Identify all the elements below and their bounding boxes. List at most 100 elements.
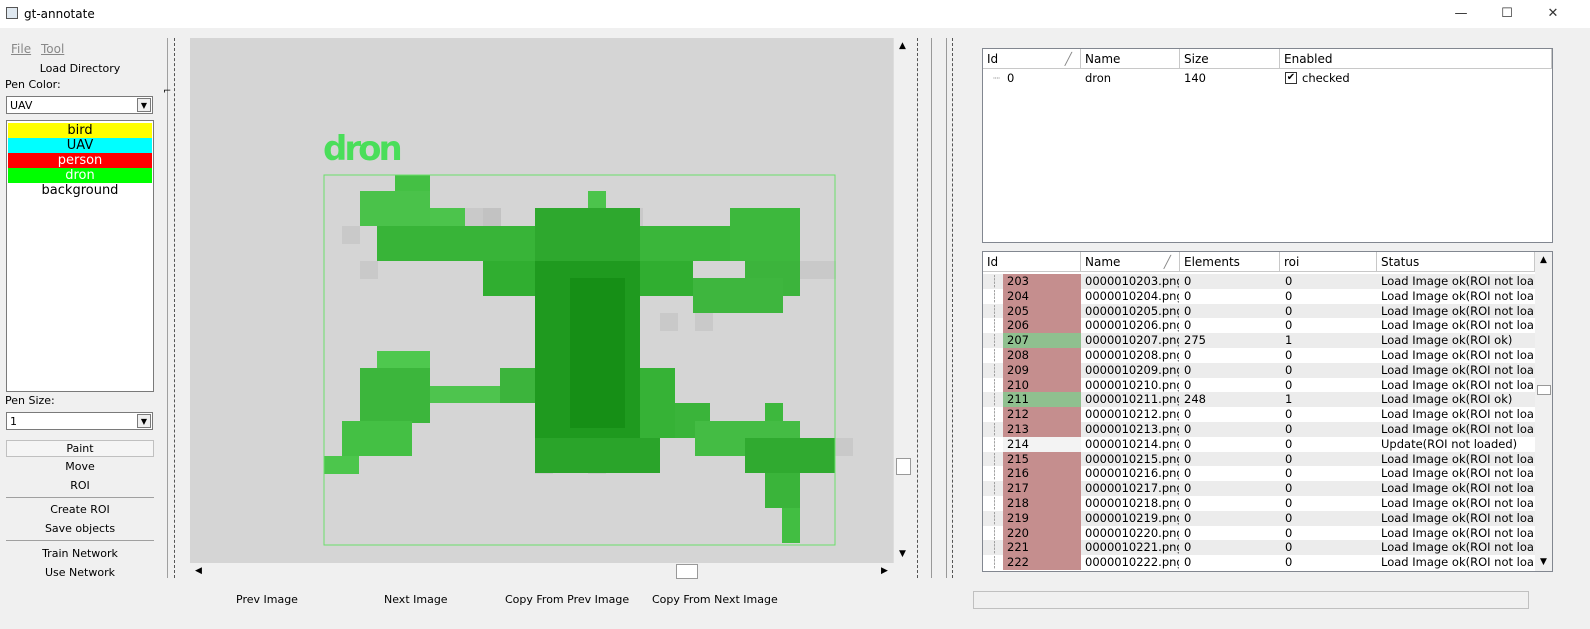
next-image-button[interactable]: Next Image bbox=[384, 593, 448, 606]
file-id: 206 bbox=[1003, 318, 1081, 334]
save-objects-button[interactable]: Save objects bbox=[44, 522, 116, 535]
scroll-right-icon[interactable]: ▶ bbox=[881, 566, 888, 576]
column-header-id[interactable]: Id bbox=[983, 252, 1081, 272]
table-row[interactable]: ┊ 205 0000010205.png 0 0 Load Image ok(ROI no… bbox=[983, 303, 1535, 319]
image-vertical-scrollbar[interactable]: ▲ ▼ bbox=[893, 38, 911, 563]
class-color-list[interactable]: bird UAV person dron background bbox=[6, 120, 154, 392]
table-row[interactable]: ┊ 206 0000010206.png 0 0 Load Image ok(ROI no… bbox=[983, 318, 1535, 334]
copy-from-next-button[interactable]: Copy From Next Image bbox=[652, 593, 778, 606]
objects-table[interactable]: Id ╱ Name Size Enabled ┈ 0 dron 140 ✔ che… bbox=[982, 48, 1553, 243]
chevron-down-icon: ▼ bbox=[137, 414, 151, 428]
table-row[interactable]: ┊ 217 0000010217.png 0 0 Load Image ok(ROI no… bbox=[983, 481, 1535, 497]
splitter[interactable] bbox=[931, 38, 932, 578]
menu-file[interactable]: File bbox=[11, 42, 32, 56]
file-id: 207 bbox=[1003, 333, 1081, 349]
table-row[interactable]: ┊ 222 0000010222.png 0 0 Load Image ok(ROI no… bbox=[983, 555, 1535, 571]
scroll-down-icon[interactable]: ▼ bbox=[899, 549, 906, 559]
class-item-uav[interactable]: UAV bbox=[8, 138, 152, 153]
table-row[interactable]: ┊ 214 0000010214.png 0 0 Update(ROI not loade… bbox=[983, 436, 1535, 452]
table-row[interactable]: ┊ 221 0000010221.png 0 0 Load Image ok(ROI no… bbox=[983, 540, 1535, 556]
column-header-id[interactable]: Id ╱ bbox=[983, 49, 1081, 69]
scroll-left-icon[interactable]: ◀ bbox=[195, 566, 202, 576]
tree-branch-icon: ┊ bbox=[991, 348, 998, 362]
file-name: 0000010215.png bbox=[1085, 451, 1179, 466]
close-button[interactable]: ✕ bbox=[1547, 6, 1559, 21]
table-row[interactable]: ┈ 0 dron 140 ✔ checked bbox=[983, 71, 1535, 86]
minimize-button[interactable]: — bbox=[1454, 6, 1468, 21]
table-row[interactable]: ┊ 210 0000010210.png 0 0 Load Image ok(ROI no… bbox=[983, 377, 1535, 393]
pen-color-select[interactable]: UAV ▼ bbox=[6, 96, 153, 114]
table-row[interactable]: ┊ 207 0000010207.png 275 1 Load Image ok(ROI … bbox=[983, 333, 1535, 349]
table-row[interactable]: ┊ 216 0000010216.png 0 0 Load Image ok(ROI no… bbox=[983, 466, 1535, 482]
table-row[interactable]: ┊ 218 0000010218.png 0 0 Load Image ok(ROI no… bbox=[983, 496, 1535, 511]
scroll-thumb[interactable] bbox=[1537, 385, 1551, 395]
column-header-size[interactable]: Size bbox=[1180, 49, 1280, 69]
roi-tool-button[interactable]: ROI bbox=[70, 479, 90, 492]
column-header-label: Name bbox=[1085, 255, 1121, 269]
table-row[interactable]: ┊ 219 0000010219.png 0 0 Load Image ok(ROI no… bbox=[983, 510, 1535, 526]
table-row[interactable]: ┊ 203 0000010203.png 0 0 Load Image ok(ROI no… bbox=[983, 274, 1535, 289]
files-table-body[interactable]: ┊ 203 0000010203.png 0 0 Load Image ok(ROI no… bbox=[983, 274, 1535, 571]
app-icon bbox=[6, 7, 18, 19]
files-table[interactable]: Id Name ╱ Elements roi Status ┊ 203 0000010… bbox=[982, 251, 1553, 572]
file-name: 0000010222.png bbox=[1085, 555, 1179, 570]
class-item-bird[interactable]: bird bbox=[8, 123, 152, 138]
table-row[interactable]: ┊ 220 0000010220.png 0 0 Load Image ok(ROI no… bbox=[983, 525, 1535, 541]
splitter[interactable] bbox=[946, 38, 947, 578]
class-item-background[interactable]: background bbox=[8, 183, 152, 198]
ruler-handle-icon[interactable]: ⌐ bbox=[163, 86, 172, 97]
paint-tool-button[interactable]: Paint bbox=[6, 440, 154, 457]
column-header-roi[interactable]: roi bbox=[1280, 252, 1377, 272]
menu-tool[interactable]: Tool bbox=[41, 42, 65, 56]
scroll-up-icon[interactable]: ▲ bbox=[1540, 255, 1547, 265]
class-item-person[interactable]: person bbox=[8, 153, 152, 168]
table-row[interactable]: ┊ 204 0000010204.png 0 0 Load Image ok(ROI no… bbox=[983, 288, 1535, 304]
enabled-label: checked bbox=[1302, 71, 1350, 85]
object-name: dron bbox=[1085, 71, 1112, 85]
train-network-button[interactable]: Train Network bbox=[42, 547, 118, 560]
load-directory-button[interactable]: Load Directory bbox=[39, 62, 121, 75]
file-name: 0000010208.png bbox=[1085, 348, 1179, 362]
scroll-thumb[interactable] bbox=[676, 564, 698, 579]
column-header-status[interactable]: Status bbox=[1377, 252, 1535, 272]
splitter[interactable] bbox=[167, 38, 168, 578]
file-status: Load Image ok(ROI not loa... bbox=[1381, 362, 1533, 377]
class-item-dron[interactable]: dron bbox=[8, 168, 152, 183]
prev-image-button[interactable]: Prev Image bbox=[236, 593, 298, 606]
file-id: 212 bbox=[1003, 407, 1081, 423]
scroll-down-icon[interactable]: ▼ bbox=[1540, 557, 1547, 567]
scroll-thumb[interactable] bbox=[896, 458, 911, 475]
table-row[interactable]: ┊ 211 0000010211.png 248 1 Load Image ok(ROI … bbox=[983, 392, 1535, 408]
table-row[interactable]: ┊ 209 0000010209.png 0 0 Load Image ok(ROI no… bbox=[983, 362, 1535, 378]
table-row[interactable]: ┊ 213 0000010213.png 0 0 Load Image ok(ROI no… bbox=[983, 422, 1535, 437]
table-row[interactable]: ┊ 212 0000010212.png 0 0 Load Image ok(ROI no… bbox=[983, 407, 1535, 423]
column-header-name[interactable]: Name ╱ bbox=[1081, 252, 1180, 272]
file-name: 0000010206.png bbox=[1085, 318, 1179, 333]
column-header-elements[interactable]: Elements bbox=[1180, 252, 1280, 272]
column-header-name[interactable]: Name bbox=[1081, 49, 1180, 69]
roi-bounding-box[interactable] bbox=[323, 174, 836, 546]
enabled-checkbox[interactable]: ✔ bbox=[1285, 72, 1297, 84]
object-label: dron bbox=[323, 129, 400, 169]
vertical-ruler-left bbox=[174, 38, 185, 578]
create-roi-button[interactable]: Create ROI bbox=[50, 503, 110, 516]
divider bbox=[6, 540, 154, 541]
file-roi: 0 bbox=[1285, 466, 1293, 481]
maximize-button[interactable]: ☐ bbox=[1501, 6, 1513, 21]
image-canvas[interactable]: dron bbox=[190, 38, 893, 563]
table-row[interactable]: ┊ 208 0000010208.png 0 0 Load Image ok(ROI no… bbox=[983, 348, 1535, 363]
use-network-button[interactable]: Use Network bbox=[45, 566, 115, 579]
column-header-enabled[interactable]: Enabled bbox=[1280, 49, 1552, 69]
copy-from-prev-button[interactable]: Copy From Prev Image bbox=[505, 593, 630, 606]
sort-icon: ╱ bbox=[1163, 255, 1171, 269]
annotation-image[interactable]: dron bbox=[190, 38, 893, 563]
tree-branch-icon: ┊ bbox=[991, 451, 998, 466]
pen-size-select[interactable]: 1 ▼ bbox=[6, 412, 153, 430]
file-elements: 0 bbox=[1184, 481, 1192, 496]
table-row[interactable]: ┊ 215 0000010215.png 0 0 Load Image ok(ROI no… bbox=[983, 451, 1535, 467]
files-vertical-scrollbar[interactable]: ▲ ▼ bbox=[1535, 252, 1552, 571]
scroll-up-icon[interactable]: ▲ bbox=[899, 41, 906, 51]
image-horizontal-scrollbar[interactable]: ◀ ▶ bbox=[190, 563, 893, 580]
file-roi: 1 bbox=[1285, 392, 1293, 407]
move-tool-button[interactable]: Move bbox=[65, 460, 95, 473]
